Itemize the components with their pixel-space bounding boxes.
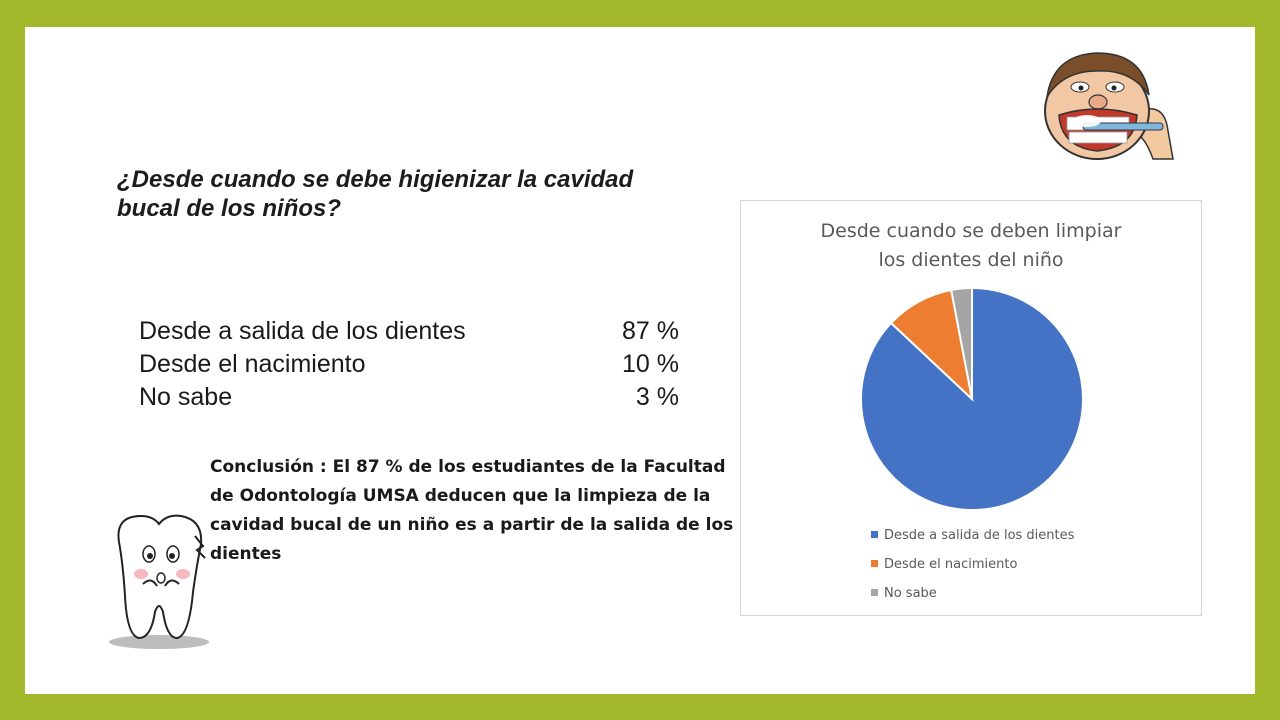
result-value: 10 % (622, 350, 679, 378)
result-row: Desde a salida de los dientes 87 % (139, 315, 679, 348)
cartoon-tooth-icon (109, 514, 209, 649)
question-text: ¿Desde cuando se debe higienizar la cavi… (117, 165, 717, 223)
legend-label: Desde el nacimiento (884, 557, 1017, 572)
results-list: Desde a salida de los dientes 87 % Desde… (139, 315, 679, 414)
question-line-1: ¿Desde cuando se debe higienizar la cavi… (117, 166, 634, 193)
toothbrush-face-icon (1044, 52, 1174, 160)
result-row: Desde el nacimiento 10 % (139, 348, 679, 381)
pie-chart-svg: Desde cuando se deben limpiar los diente… (821, 220, 1122, 601)
result-value: 3 % (635, 383, 679, 411)
result-row: No sabe 3 % (139, 381, 679, 414)
pie-slices (860, 286, 1084, 511)
legend-swatch (871, 589, 878, 596)
legend-label: Desde a salida de los dientes (884, 528, 1075, 543)
legend-swatch (871, 531, 878, 538)
question-line-2: bucal de los niños? (117, 195, 342, 222)
slide: ¿Desde cuando se debe higienizar la cavi… (25, 27, 1255, 694)
chart-legend: Desde a salida de los dientes Desde el na… (871, 528, 1075, 601)
result-label: No sabe (139, 383, 233, 411)
legend-label: No sabe (884, 586, 937, 601)
pie-chart: Desde cuando se deben limpiar los diente… (740, 200, 1202, 616)
result-label: Desde el nacimiento (139, 350, 366, 378)
legend-swatch (871, 560, 878, 567)
result-label: Desde a salida de los dientes (139, 317, 466, 345)
conclusion-text: Conclusión : El 87 % de los estudiantes … (210, 457, 734, 564)
result-value: 87 % (622, 317, 679, 345)
chart-title-line-2: los dientes del niño (878, 249, 1063, 271)
pie-slice (950, 286, 973, 400)
chart-title-line-1: Desde cuando se deben limpiar (821, 220, 1122, 242)
